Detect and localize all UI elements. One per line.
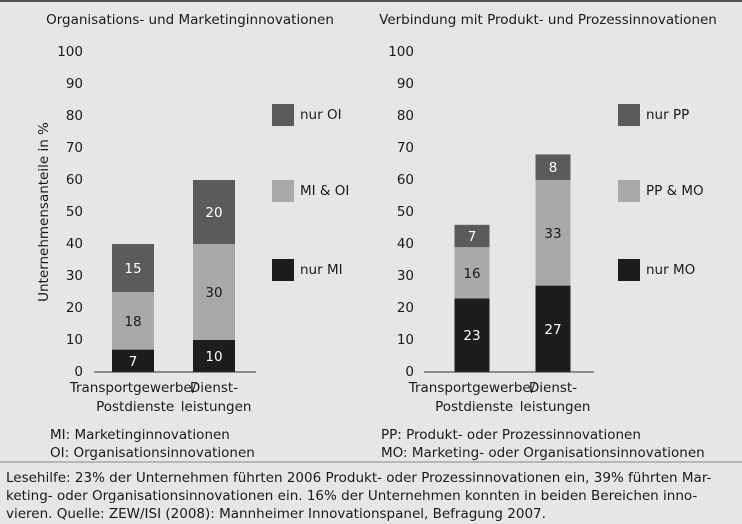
value-label: 7: [468, 229, 477, 245]
y-tick-label: 0: [405, 364, 414, 380]
y-tick-label: 70: [66, 140, 83, 156]
bar-segment: [454, 224, 490, 248]
legend-swatch: [618, 259, 640, 281]
value-label: 18: [124, 314, 141, 330]
value-label: 30: [205, 285, 222, 301]
legend-swatch: [272, 104, 294, 126]
legend-label: PP & MO: [646, 183, 704, 199]
y-axis-label: Unternehmensanteile in %: [36, 122, 52, 302]
x-tick-label: Transportgewerbe/ Postdienste: [408, 380, 536, 415]
note: OI: Organisationsinnovationen: [50, 445, 255, 461]
x-tick-label: Transportgewerbe/ Postdienste: [69, 380, 197, 415]
y-tick-label: 40: [397, 236, 414, 252]
y-tick-label: 20: [397, 300, 414, 316]
legend-label: nur OI: [300, 107, 342, 123]
value-label: 33: [544, 226, 561, 242]
y-tick-label: 10: [397, 332, 414, 348]
value-label: 20: [205, 205, 222, 221]
bar-segment: [454, 247, 490, 299]
legend-label: nur MI: [300, 262, 343, 278]
value-label: 7: [129, 354, 138, 370]
note: MO: Marketing- oder Organisationsinnovat…: [381, 445, 705, 461]
value-label: 10: [205, 349, 222, 365]
note: MI: Marketinginnovationen: [50, 427, 230, 443]
bar-segment: [535, 154, 571, 180]
y-tick-label: 30: [397, 268, 414, 284]
chart-title: Organisations- und Marketinginnovationen: [46, 12, 334, 28]
x-tick-label: Dienst- leistungen: [177, 380, 252, 415]
legend-swatch: [272, 259, 294, 281]
y-tick-label: 10: [66, 332, 83, 348]
y-tick-label: 100: [57, 44, 83, 60]
legend-label: MI & OI: [300, 183, 349, 199]
footer-line: keting- oder Organisationsinnovationen e…: [6, 488, 697, 504]
footer-line: vieren. Quelle: ZEW/ISI (2008): Mannheim…: [6, 506, 546, 522]
y-tick-label: 80: [66, 108, 83, 124]
legend-label: nur MO: [646, 262, 695, 278]
note: PP: Produkt- oder Prozessinnovationen: [381, 427, 641, 443]
y-tick-label: 100: [388, 44, 414, 60]
y-tick-label: 90: [397, 76, 414, 92]
y-tick-label: 60: [66, 172, 83, 188]
bar-segment: [535, 180, 571, 286]
value-label: 23: [463, 328, 480, 344]
bar-segment: [193, 180, 235, 244]
y-tick-label: 70: [397, 140, 414, 156]
value-label: 15: [124, 261, 141, 277]
bar-segment: [193, 340, 235, 372]
value-label: 16: [463, 266, 480, 282]
y-tick-label: 80: [397, 108, 414, 124]
chart-title: Verbindung mit Produkt- und Prozessinnov…: [379, 12, 717, 28]
bar-segment: [112, 349, 154, 372]
y-tick-label: 50: [66, 204, 83, 220]
legend-label: nur PP: [646, 107, 689, 123]
x-tick-label: Dienst- leistungen: [516, 380, 591, 415]
legend-swatch: [618, 104, 640, 126]
legend-swatch: [618, 180, 640, 202]
footer-line: Lesehilfe: 23% der Unternehmen führten 2…: [6, 470, 712, 486]
bar-segment: [454, 298, 490, 372]
bar-segment: [535, 285, 571, 372]
bar-segment: [112, 292, 154, 350]
y-tick-label: 0: [74, 364, 83, 380]
legend-swatch: [272, 180, 294, 202]
y-tick-label: 60: [397, 172, 414, 188]
y-tick-label: 50: [397, 204, 414, 220]
value-label: 8: [549, 160, 558, 176]
value-label: 27: [544, 322, 561, 338]
y-tick-label: 20: [66, 300, 83, 316]
bar-segment: [193, 244, 235, 340]
y-tick-label: 30: [66, 268, 83, 284]
y-tick-label: 90: [66, 76, 83, 92]
y-tick-label: 40: [66, 236, 83, 252]
bar-segment: [112, 244, 154, 292]
